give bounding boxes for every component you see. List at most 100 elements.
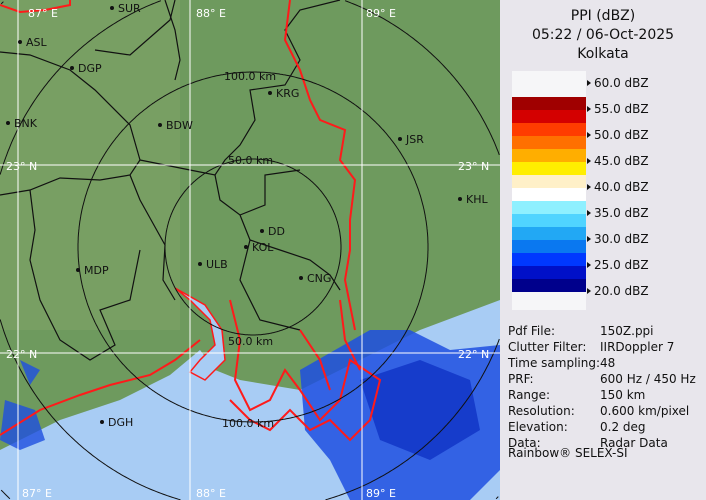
legend-color-band [512,188,586,201]
radar-map[interactable]: 87° E 88° E 89° E 87° E 88° E 89° E 23° … [0,0,500,500]
international-border [0,0,382,442]
range-rings [0,0,500,500]
legend-band-bottom [512,292,586,310]
city-marker [299,276,303,280]
info-label: Elevation: [508,420,568,434]
range-ring [164,158,342,336]
legend-color-band [512,227,586,240]
legend-color-band [512,253,586,266]
city-label-bnk: BNK [14,117,38,130]
range-ring [495,496,499,500]
grid-label-22n-right: 22° N [458,348,489,361]
legend-band-top [512,71,586,97]
range-ring [0,489,11,500]
info-value: 0.600 km/pixel [600,404,690,418]
city-marker [458,197,462,201]
legend-color-band [512,279,586,292]
city-label-jsr: JSR [405,133,424,146]
range-label-50km-top: 50.0 km [228,154,273,167]
legend-color-band [512,149,586,162]
legend-color-band [512,123,586,136]
info-label: Clutter Filter: [508,340,587,354]
city-marker [18,40,22,44]
lat-lon-grid [0,0,500,500]
city-label-dgh: DGH [108,416,133,429]
radar-echo-core [360,360,480,460]
city-marker [260,229,264,233]
city-marker [198,262,202,266]
range-label-50km-bottom: 50.0 km [228,335,273,348]
city-marker [6,121,10,125]
range-ring [344,0,500,156]
grid-label-89e-top: 89° E [366,7,396,20]
info-value: 600 Hz / 450 Hz [600,372,696,386]
grid-label-23n-left: 23° N [6,160,37,173]
info-row: Time sampling: 48 [508,356,615,370]
city-marker [398,137,402,141]
city-label-ulb: ULB [206,258,228,271]
range-label-100km-top: 100.0 km [224,70,276,83]
info-label: Time sampling: [508,356,601,370]
city-label-bdw: BDW [166,119,193,132]
legend-color-band [512,162,586,175]
legend-panel: PPI (dBZ) 05:22 / 06-Oct-2025 Kolkata 60… [500,0,706,500]
legend-label: 30.0 dBZ [587,232,649,246]
info-label: Pdf File: [508,324,556,338]
legend-color-band [512,175,586,188]
info-label: Range: [508,388,551,402]
grid-label-89e-bottom: 89° E [366,487,396,500]
city-marker [100,420,104,424]
info-label: Resolution: [508,404,575,418]
product-title: PPI (dBZ) [570,8,636,24]
info-label: PRF: [508,372,534,386]
city-label-krg: KRG [276,87,299,100]
range-ring [0,319,181,500]
grid-label-87e-bottom: 87° E [22,487,52,500]
grid-label-88e-bottom: 88° E [196,487,226,500]
info-value: 150 km [600,388,646,402]
city-marker [110,6,114,10]
station-name: Kolkata [577,46,629,62]
credit: Rainbow® SELEX-SI [508,446,628,460]
city-label-dd: DD [268,225,285,238]
city-label-sur: SUR [118,2,141,15]
city-marker [244,245,248,249]
city-label-mdp: MDP [84,264,109,277]
info-row: Pdf File: 150Z.ppi [508,324,654,338]
legend-color-band [512,136,586,149]
datetime: 05:22 / 06-Oct-2025 [531,27,675,43]
city-label-dgp: DGP [78,62,102,75]
legend-label: 35.0 dBZ [587,206,649,220]
legend-label: 50.0 dBZ [587,128,649,142]
legend-color-band [512,201,586,214]
legend-label: 20.0 dBZ [587,284,649,298]
range-ring [0,0,162,175]
grid-label-22n-left: 22° N [6,348,37,361]
grid-label-87e-top: 87° E [28,7,58,20]
legend-label: 25.0 dBZ [587,258,649,272]
range-label-100km-bottom: 100.0 km [222,417,274,430]
grid-label-88e-top: 88° E [196,7,226,20]
info-value: Radar Data [600,436,668,450]
legend-color-band [512,214,586,227]
city-label-cng: CNG [307,272,331,285]
city-label-asl: ASL [26,36,48,49]
city-marker [70,66,74,70]
grid-label-23n-right: 23° N [458,160,489,173]
legend-color-band [512,266,586,279]
city-label-kol: KOL [252,241,274,254]
legend-label: 45.0 dBZ [587,154,649,168]
range-ring [77,71,429,423]
range-ring [0,1,4,5]
legend-color-band [512,110,586,123]
city-marker [158,123,162,127]
legend-label: 40.0 dBZ [587,180,649,194]
info-value: 48 [600,356,616,370]
city-marker [268,91,272,95]
city-marker [76,268,80,272]
legend-color-band [512,97,586,110]
info-row: Elevation: 0.2 deg [508,420,646,434]
legend-label: 60.0 dBZ [587,76,649,90]
info-row: Range: 150 km [508,388,645,402]
info-label: Data: [508,436,541,450]
